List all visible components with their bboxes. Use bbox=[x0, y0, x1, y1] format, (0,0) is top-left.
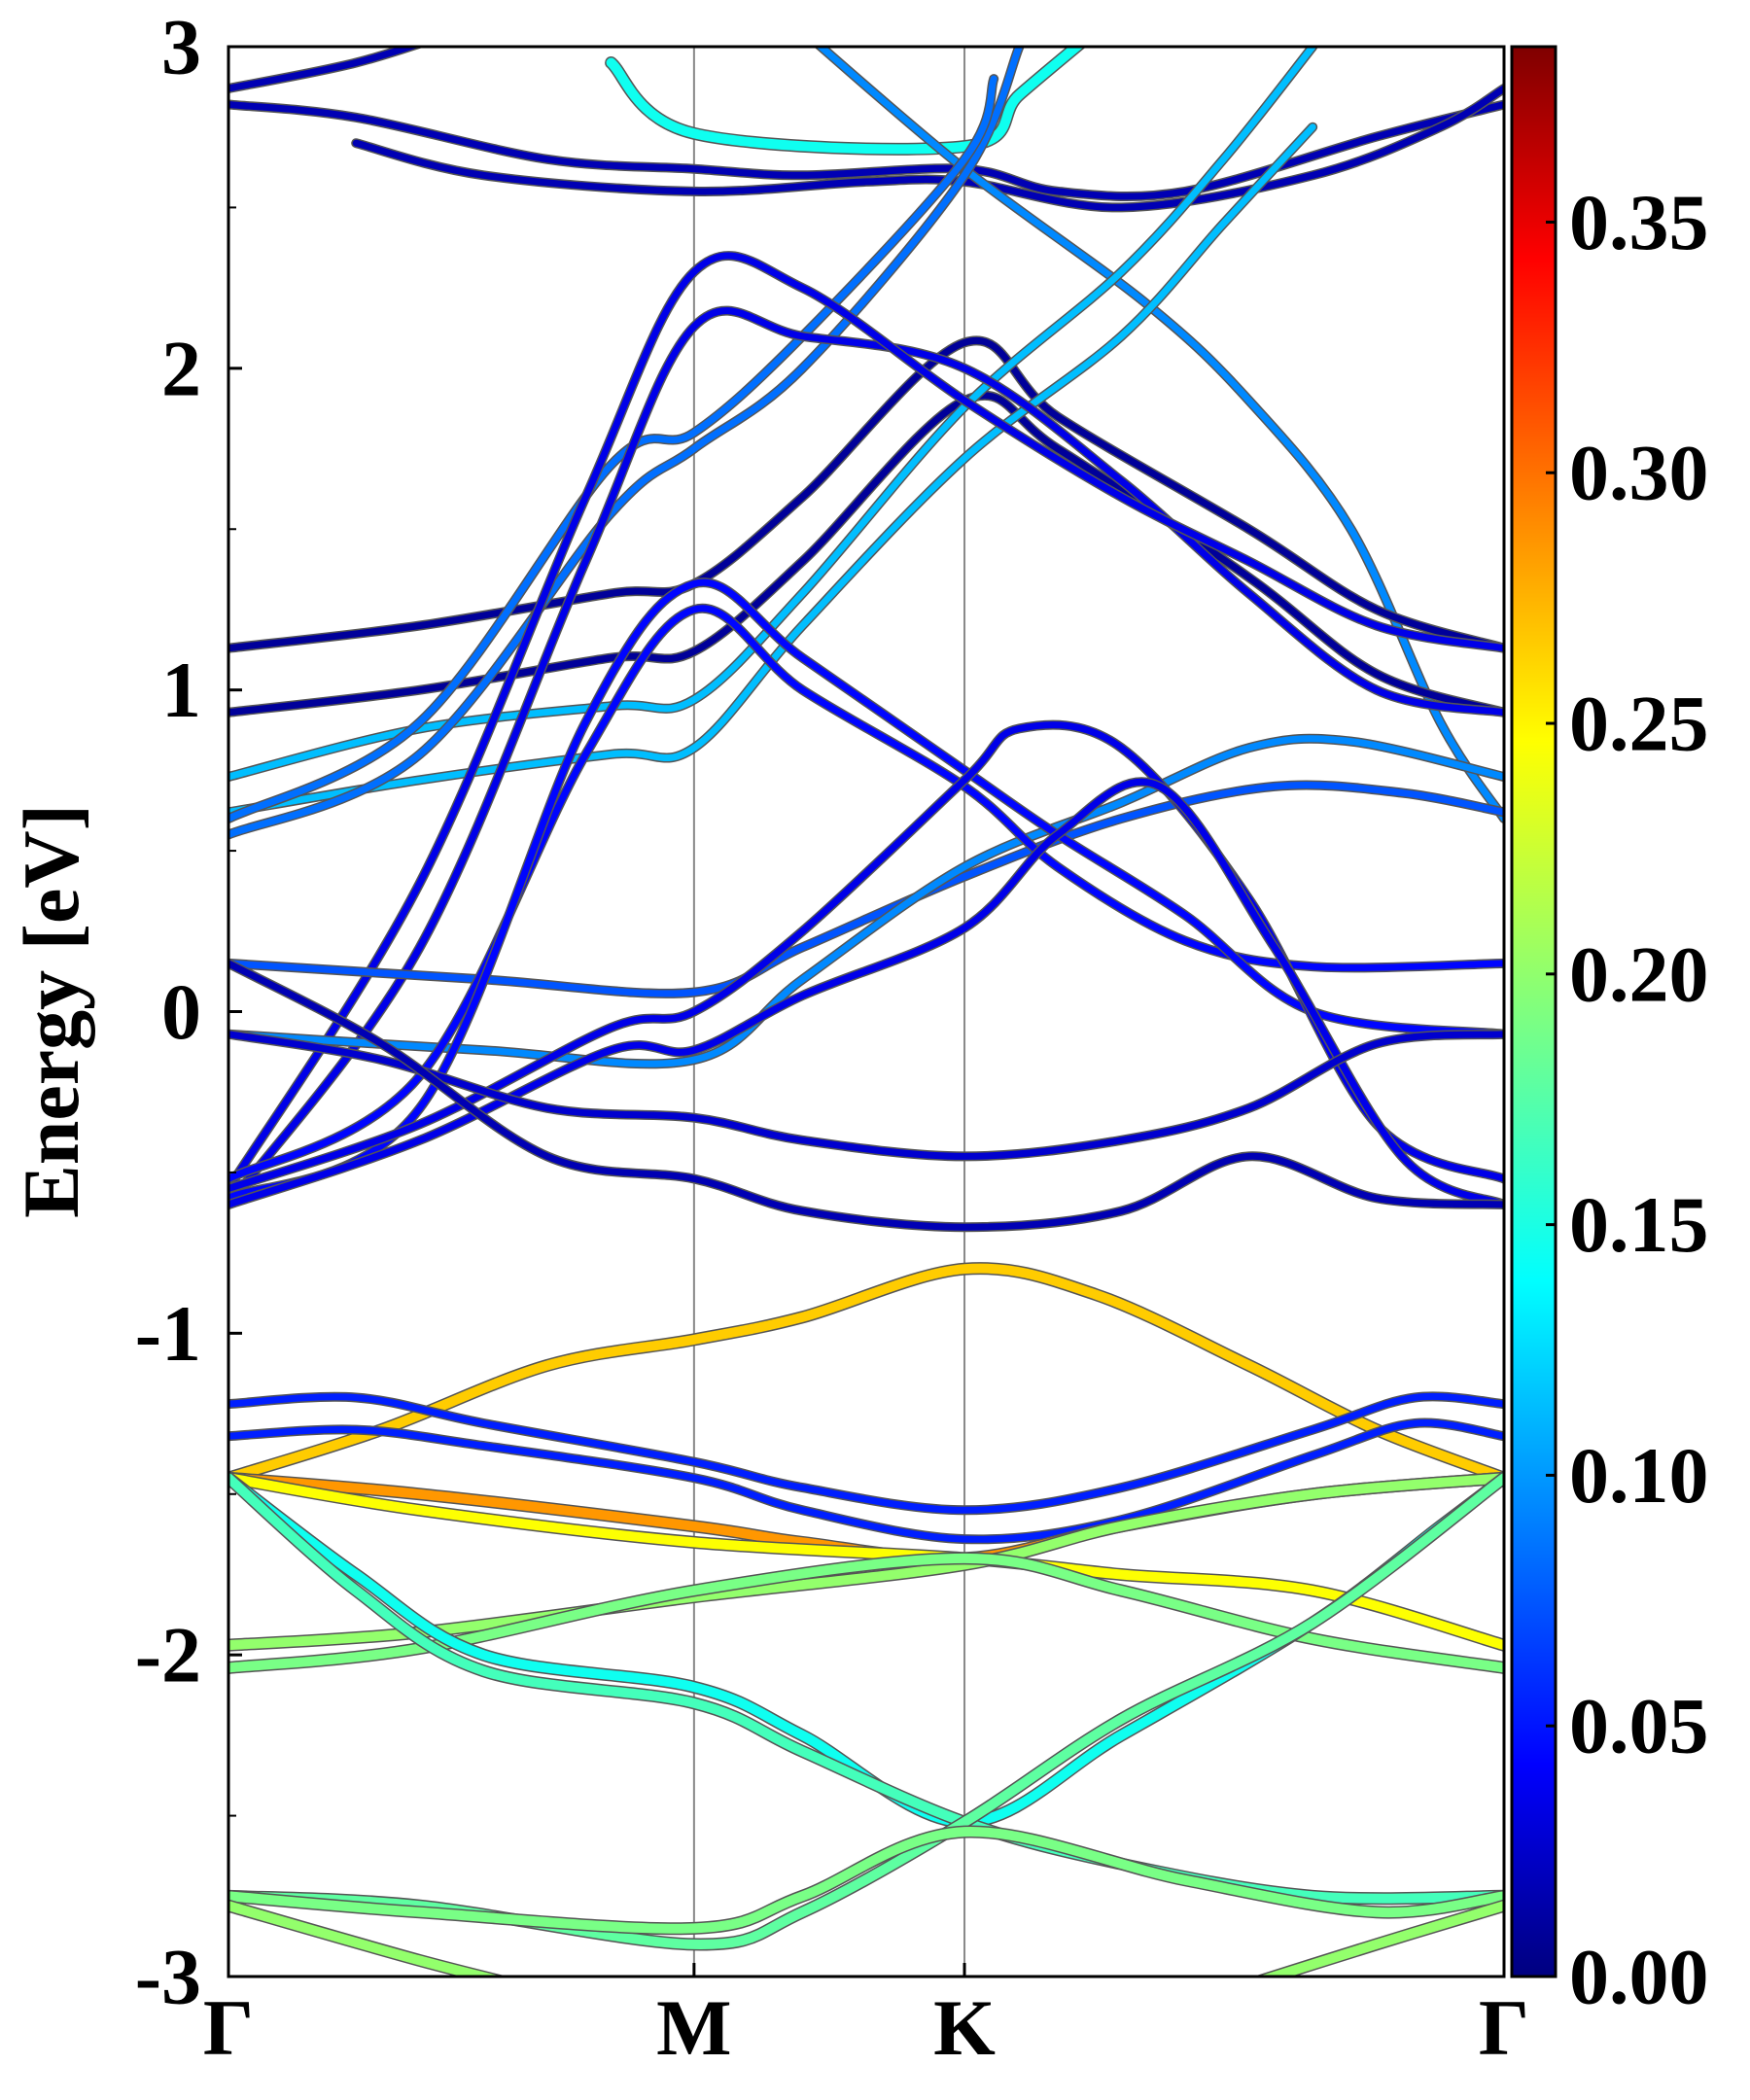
y-tick-label: 2 bbox=[161, 324, 201, 412]
colorbar-tick-label: 0.05 bbox=[1569, 1682, 1709, 1770]
band-line bbox=[228, 47, 422, 92]
band-line bbox=[228, 1031, 1504, 1160]
colorbar-tick-label: 0.20 bbox=[1569, 929, 1709, 1018]
band-line bbox=[228, 392, 1504, 717]
colorbar-tick-label: 0.10 bbox=[1569, 1431, 1709, 1520]
y-tick-label: -1 bbox=[135, 1289, 201, 1378]
colorbar-ticks: 0.00 0.05 0.10 0.15 0.20 0.25 0.30 0.35 bbox=[1546, 178, 1709, 2021]
y-tick-label: 3 bbox=[161, 3, 201, 91]
x-tick-label: Γ bbox=[203, 1983, 254, 2072]
band-line bbox=[228, 1419, 1504, 1543]
x-tick-label: M bbox=[656, 1983, 731, 2072]
band-line bbox=[228, 1263, 1504, 1484]
colorbar bbox=[1510, 45, 1558, 1978]
band-line bbox=[1258, 1901, 1504, 1977]
colorbar-tick-label: 0.30 bbox=[1569, 429, 1709, 517]
band-line bbox=[228, 1473, 1504, 1904]
band-line bbox=[228, 307, 1504, 1208]
band-line bbox=[228, 1827, 1504, 1934]
colorbar-tick-label: 0.35 bbox=[1569, 178, 1709, 266]
band-line bbox=[228, 336, 1504, 652]
band-line bbox=[228, 47, 1023, 838]
y-tick-label: 0 bbox=[161, 967, 201, 1056]
y-axis-ticks: 3 2 1 0 -1 -2 -3 bbox=[135, 3, 242, 2021]
colorbar-tick-label: 0.25 bbox=[1569, 680, 1709, 768]
x-tick-label: Γ bbox=[1479, 1983, 1529, 2072]
band-line bbox=[228, 578, 1504, 1202]
x-tick-label: K bbox=[933, 1983, 996, 2072]
y-axis-label: Energy [eV] bbox=[7, 804, 95, 1218]
band-line bbox=[228, 735, 1504, 1068]
band-line bbox=[228, 1392, 1504, 1514]
band-line bbox=[228, 1553, 1504, 1673]
band-line bbox=[228, 778, 1504, 1208]
band-line bbox=[228, 75, 998, 822]
band-line bbox=[228, 123, 1316, 816]
colorbar-tick-label: 0.00 bbox=[1569, 1933, 1709, 2021]
band-line bbox=[228, 47, 1316, 781]
band-line bbox=[228, 1901, 503, 1977]
band-line bbox=[228, 960, 1504, 1231]
y-tick-label: -3 bbox=[135, 1933, 201, 2021]
band-line bbox=[228, 101, 1504, 200]
band-lines bbox=[228, 47, 1504, 1977]
band-line bbox=[228, 252, 1504, 1192]
y-tick-label: 1 bbox=[161, 646, 201, 734]
y-tick-label: -2 bbox=[135, 1611, 201, 1699]
colorbar-tick-label: 0.15 bbox=[1569, 1180, 1709, 1269]
band-line-outline bbox=[228, 1471, 1504, 1906]
